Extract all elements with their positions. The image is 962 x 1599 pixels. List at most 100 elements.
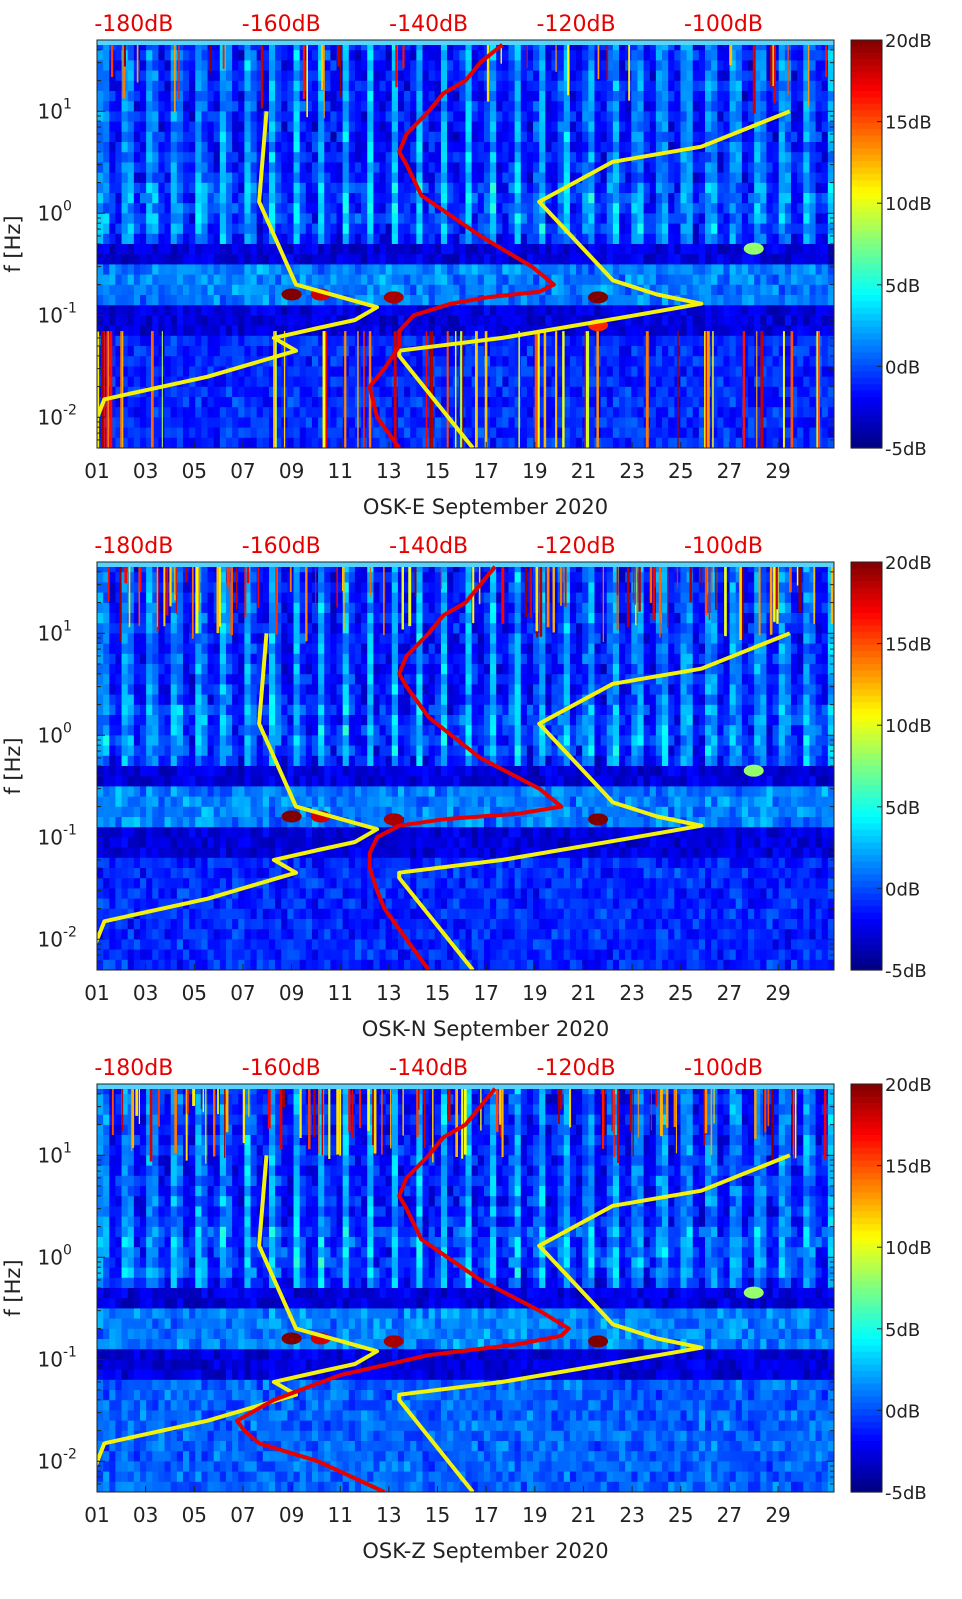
- x-tick-label: 17: [473, 459, 498, 483]
- y-tick-exponent: -2: [63, 1446, 77, 1462]
- x-tick-label: 25: [668, 981, 693, 1005]
- top-db-label: -100dB: [684, 12, 763, 37]
- x-tick-label: 09: [279, 1503, 304, 1527]
- y-tick-exponent: 1: [63, 618, 72, 634]
- x-tick-label: 03: [133, 981, 158, 1005]
- colorbar-label: -5dB: [885, 1483, 927, 1504]
- hot-spot: [588, 291, 609, 304]
- y-tick-label: 10: [38, 1245, 63, 1269]
- top-db-label: -160dB: [242, 1056, 321, 1081]
- colorbar: [850, 1083, 883, 1493]
- colorbar-label: 5dB: [885, 1320, 920, 1341]
- x-tick-label: 21: [571, 1503, 596, 1527]
- series-noise-model: [397, 1153, 791, 1492]
- x-tick-label: 21: [571, 981, 596, 1005]
- colorbar-label: -5dB: [885, 439, 927, 460]
- series-noise-model: [97, 633, 380, 946]
- y-tick-exponent: -1: [63, 822, 77, 838]
- colorbar-label: 5dB: [885, 276, 920, 297]
- top-db-label: -140dB: [389, 12, 468, 37]
- x-tick-label: 13: [376, 981, 401, 1005]
- hot-spot: [743, 764, 764, 777]
- hot-spot: [281, 288, 302, 301]
- x-tick-label: 05: [182, 981, 207, 1005]
- y-tick-label: 10: [38, 201, 63, 225]
- series-median-psd: [235, 1087, 571, 1492]
- y-tick-exponent: 0: [63, 198, 72, 214]
- y-tick-label: 10: [38, 1347, 63, 1371]
- colorbar-label: 20dB: [885, 1075, 932, 1096]
- x-tick-label: 27: [717, 459, 742, 483]
- colorbar-label: 0dB: [885, 357, 920, 378]
- spectrogram-panel-osk-z: 01 03 05 07 09 11 13 15 17 19 21 23 25 27 29 OSK-Z Sept…: [0, 1044, 962, 1577]
- colorbar-label: 0dB: [885, 1401, 920, 1422]
- x-tick-label: 25: [668, 459, 693, 483]
- top-db-label: -140dB: [389, 1056, 468, 1081]
- colorbar-label: 15dB: [885, 1157, 932, 1178]
- y-tick-exponent: -1: [63, 300, 77, 316]
- x-tick-label: 03: [133, 1503, 158, 1527]
- x-tick-label: 09: [279, 981, 304, 1005]
- series-median-psd: [367, 43, 556, 448]
- colorbar-label: 15dB: [885, 635, 932, 656]
- hot-spot: [281, 810, 302, 823]
- y-tick-exponent: 1: [63, 1140, 72, 1156]
- spectrogram-image: [97, 562, 834, 970]
- x-tick-label: 03: [133, 459, 158, 483]
- x-tick-label: 01: [84, 981, 109, 1005]
- hot-spot: [383, 1335, 404, 1348]
- top-db-label: -160dB: [242, 12, 321, 37]
- x-tick-label: 27: [717, 1503, 742, 1527]
- x-tick-label: 07: [230, 981, 255, 1005]
- top-db-label: -120dB: [537, 12, 616, 37]
- top-db-label: -180dB: [94, 534, 173, 559]
- x-axis-label: OSK-N September 2020: [362, 1017, 610, 1041]
- x-tick-label: 13: [376, 1503, 401, 1527]
- x-tick-label: 05: [182, 1503, 207, 1527]
- hot-spot: [743, 1286, 764, 1299]
- colorbar-label: 10dB: [885, 716, 932, 737]
- x-tick-label: 11: [328, 459, 353, 483]
- y-tick-exponent: -2: [63, 402, 77, 418]
- y-tick-label: 10: [38, 621, 63, 645]
- top-db-label: -140dB: [389, 534, 468, 559]
- colorbar-label: 20dB: [885, 31, 932, 52]
- spectrogram-panel-osk-e: 01 03 05 07 09 11 13 15 17 19 21 23 25 27 29 OSK-E Sept…: [0, 0, 962, 533]
- x-tick-label: 13: [376, 459, 401, 483]
- x-tick-label: 11: [328, 1503, 353, 1527]
- x-tick-label: 09: [279, 459, 304, 483]
- x-tick-label: 01: [84, 1503, 109, 1527]
- top-db-label: -100dB: [684, 1056, 763, 1081]
- x-tick-label: 23: [619, 459, 644, 483]
- colorbar-label: 20dB: [885, 553, 932, 574]
- x-tick-label: 07: [230, 459, 255, 483]
- top-db-label: -120dB: [537, 1056, 616, 1081]
- y-tick-label: 10: [38, 99, 63, 123]
- colorbar-label: 0dB: [885, 879, 920, 900]
- x-tick-label: 11: [328, 981, 353, 1005]
- series-noise-model: [397, 109, 791, 448]
- hot-spot: [383, 291, 404, 304]
- y-tick-exponent: -2: [63, 924, 77, 940]
- y-axis-label: f [Hz]: [1, 1259, 25, 1316]
- x-tick-label: 27: [717, 981, 742, 1005]
- x-tick-label: 17: [473, 981, 498, 1005]
- x-axis-label: OSK-Z September 2020: [362, 1539, 608, 1563]
- top-db-label: -180dB: [94, 12, 173, 37]
- x-tick-label: 19: [522, 459, 547, 483]
- x-tick-label: 05: [182, 459, 207, 483]
- colorbar: [850, 39, 883, 449]
- series-noise-model: [97, 111, 380, 424]
- y-tick-exponent: -1: [63, 1344, 77, 1360]
- x-tick-label: 07: [230, 1503, 255, 1527]
- y-axis-label: f [Hz]: [1, 215, 25, 272]
- y-tick-label: 10: [38, 825, 63, 849]
- x-tick-label: 29: [765, 459, 790, 483]
- hot-spot: [743, 242, 764, 255]
- x-tick-label: 15: [425, 981, 450, 1005]
- y-tick-label: 10: [38, 303, 63, 327]
- colorbar-label: 10dB: [885, 1238, 932, 1259]
- colorbar-label: 10dB: [885, 194, 932, 215]
